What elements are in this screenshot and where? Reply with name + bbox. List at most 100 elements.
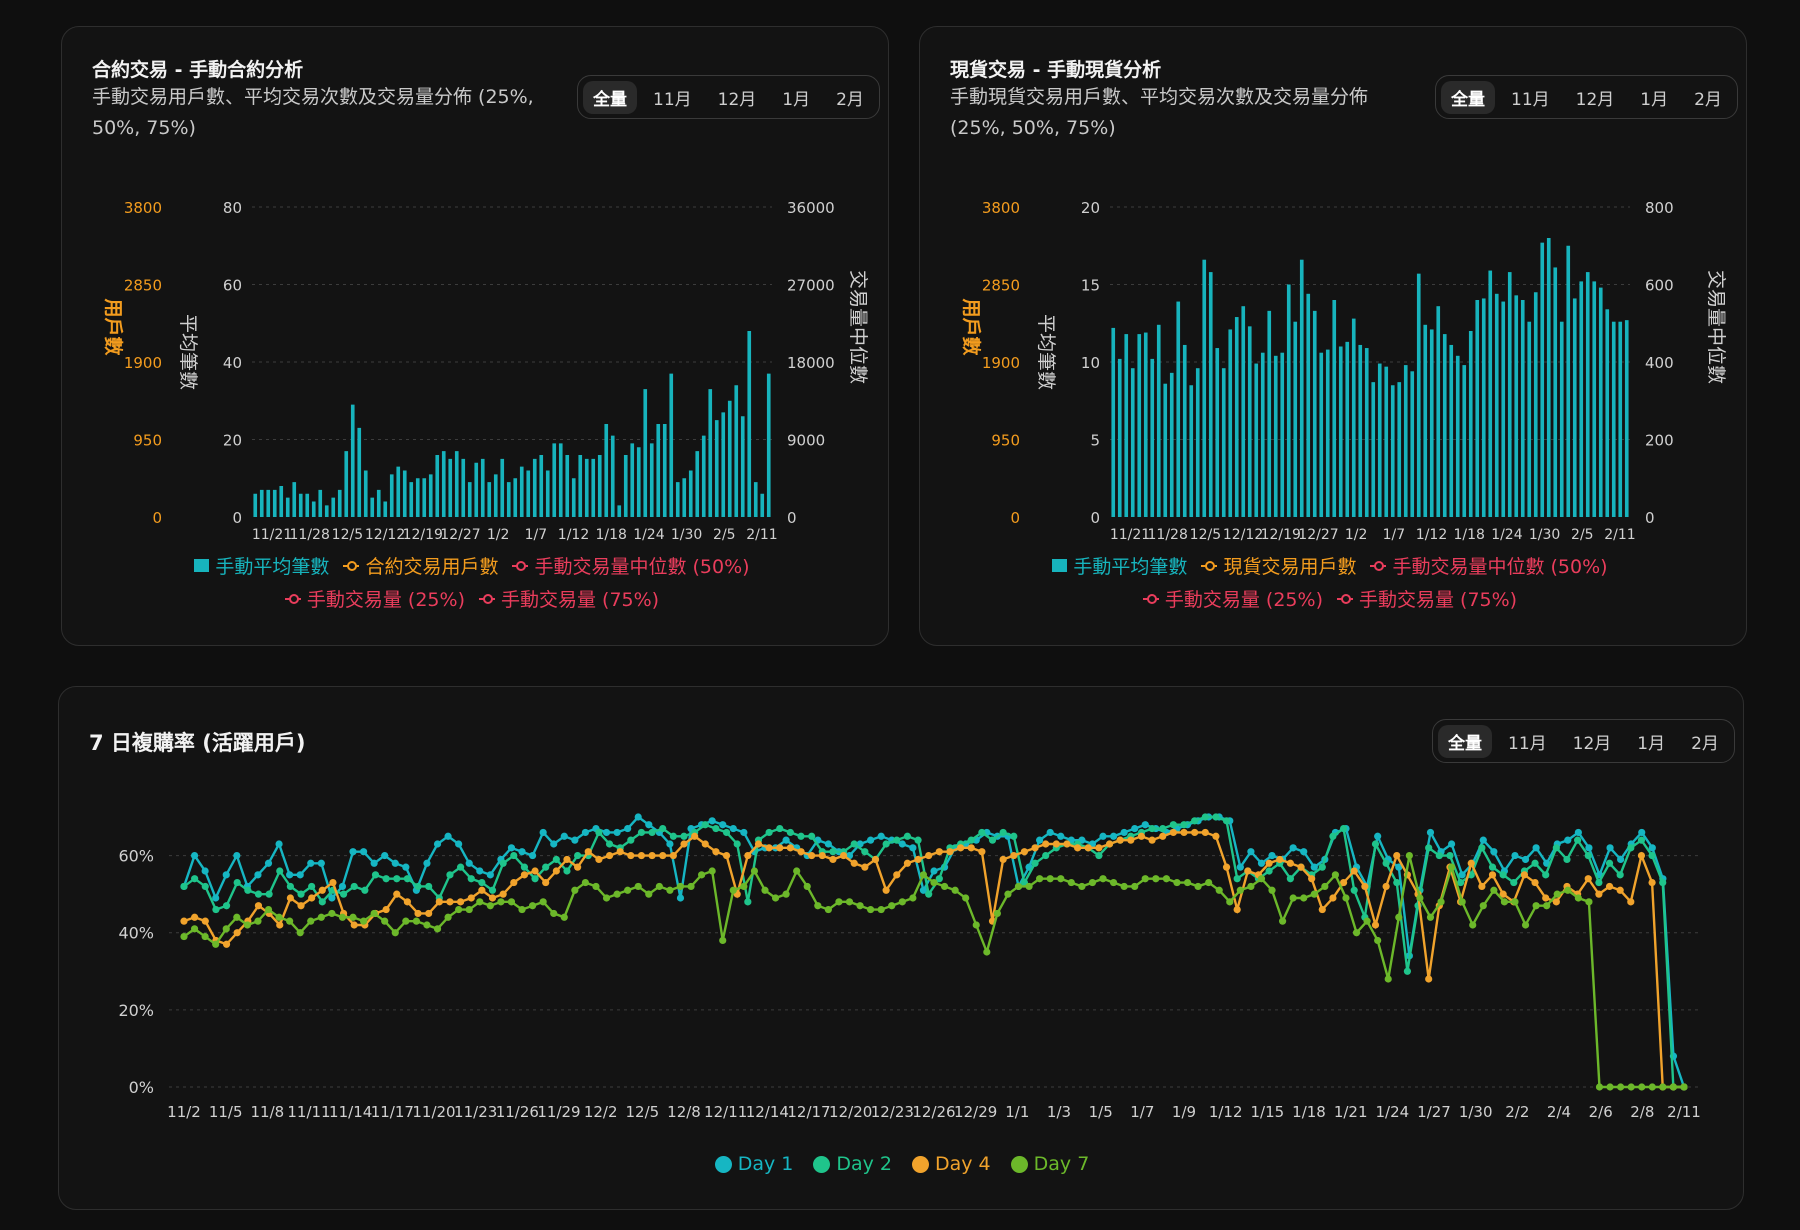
bar <box>545 470 550 517</box>
legend-item-avg-trades[interactable]: 手動平均筆數 <box>194 552 329 579</box>
x-tick-label: 12/27 <box>440 527 480 543</box>
tab-all[interactable]: 全量 <box>1438 724 1492 758</box>
data-point <box>893 836 901 844</box>
data-point <box>940 882 949 891</box>
tab-jan[interactable]: 1月 <box>1637 733 1666 754</box>
data-point <box>1205 878 1213 887</box>
data-point <box>1374 832 1382 840</box>
legend-item-users[interactable]: 現貨交易用戶數 <box>1201 552 1356 579</box>
data-point <box>808 832 816 840</box>
bar <box>1130 368 1135 517</box>
legend-item-median[interactable]: 手動交易量中位數 (50%) <box>1370 552 1608 579</box>
data-point <box>180 932 188 941</box>
bar <box>1208 272 1213 517</box>
data-point <box>329 878 337 887</box>
bar <box>305 493 310 517</box>
bar <box>1455 355 1460 517</box>
data-point <box>1276 855 1284 864</box>
data-point <box>914 836 922 844</box>
data-point <box>574 851 582 860</box>
data-point <box>1194 882 1202 891</box>
tab-dec[interactable]: 12月 <box>717 89 757 110</box>
bar <box>721 412 726 517</box>
data-point <box>967 844 975 852</box>
legend-item-median[interactable]: 手動交易量中位數 (50%) <box>512 552 750 579</box>
tab-feb[interactable]: 2月 <box>1694 89 1722 110</box>
bar <box>1507 272 1512 517</box>
mid-axis-tick: 10 <box>1081 354 1100 372</box>
bar <box>1143 332 1148 517</box>
data-point <box>393 875 401 883</box>
data-point <box>402 917 410 925</box>
data-point <box>455 840 463 848</box>
data-point <box>1350 867 1358 875</box>
legend-item-day2[interactable]: Day 2 <box>813 1153 892 1175</box>
data-point <box>722 828 731 837</box>
legend-item-p75[interactable]: 手動交易量 (75%) <box>479 585 659 612</box>
tab-all[interactable]: 全量 <box>583 80 637 114</box>
data-point <box>1236 886 1244 894</box>
left-axis-tick: 3800 <box>982 199 1020 217</box>
data-point <box>518 848 526 856</box>
data-point <box>275 913 283 921</box>
card-title: 合約交易 - 手動合約分析 <box>92 59 304 81</box>
tab-feb[interactable]: 2月 <box>1691 733 1719 754</box>
tab-jan[interactable]: 1月 <box>1640 89 1669 110</box>
bar <box>324 505 329 517</box>
tab-all[interactable]: 全量 <box>1441 80 1495 114</box>
x-tick-label: 1/30 <box>671 527 702 543</box>
data-point <box>613 828 621 837</box>
data-point <box>808 851 816 860</box>
bar <box>1338 346 1343 517</box>
x-tick-label: 2/11 <box>746 527 777 543</box>
tab-jan[interactable]: 1月 <box>782 89 811 110</box>
data-point <box>1384 975 1392 983</box>
tab-dec[interactable]: 12月 <box>1572 733 1612 754</box>
legend-item-p25[interactable]: 手動交易量 (25%) <box>284 585 465 612</box>
x-tick-label: 12/19 <box>403 527 443 543</box>
tab-nov[interactable]: 11月 <box>1508 733 1547 754</box>
data-point <box>1605 859 1614 867</box>
data-point <box>359 917 368 925</box>
bar <box>357 427 362 517</box>
data-point <box>520 863 529 871</box>
data-point <box>999 828 1007 837</box>
data-point <box>1046 875 1054 883</box>
right-axis-tick: 27000 <box>787 277 835 295</box>
data-point <box>1511 898 1519 906</box>
left-axis-title: 用戶數 <box>960 298 983 355</box>
legend-item-day1[interactable]: Day 1 <box>714 1153 793 1175</box>
data-point <box>648 828 656 837</box>
data-point <box>1532 902 1540 910</box>
data-point <box>708 817 716 825</box>
legend-item-users[interactable]: 合約交易用戶數 <box>343 552 498 579</box>
x-tick-label: 12/12 <box>365 527 405 543</box>
bar <box>1501 301 1506 517</box>
bar <box>714 420 719 517</box>
legend-item-avg-trades[interactable]: 手動平均筆數 <box>1052 552 1187 579</box>
tab-nov[interactable]: 11月 <box>1511 89 1550 110</box>
bar <box>1462 365 1467 517</box>
data-point <box>1286 859 1294 867</box>
bar <box>519 466 524 517</box>
bar <box>760 493 765 517</box>
tab-feb[interactable]: 2月 <box>836 89 864 110</box>
data-point <box>1374 936 1382 945</box>
data-point <box>925 851 933 860</box>
bar <box>747 331 752 517</box>
x-tick-label: 11/21 <box>252 527 292 543</box>
bar <box>259 489 264 517</box>
bar <box>1436 306 1441 517</box>
legend-item-day4[interactable]: Day 4 <box>912 1153 991 1175</box>
data-point <box>425 909 433 918</box>
tab-nov[interactable]: 11月 <box>653 89 692 110</box>
legend-item-day7[interactable]: Day 7 <box>1010 1153 1089 1175</box>
data-point <box>946 848 954 856</box>
data-point <box>180 882 188 891</box>
data-point <box>317 859 325 867</box>
tab-dec[interactable]: 12月 <box>1575 89 1615 110</box>
legend-item-p25[interactable]: 手動交易量 (25%) <box>1142 585 1323 612</box>
bar <box>526 470 531 517</box>
legend-item-p75[interactable]: 手動交易量 (75%) <box>1337 585 1517 612</box>
x-tick-label: 11/14 <box>329 1103 372 1121</box>
